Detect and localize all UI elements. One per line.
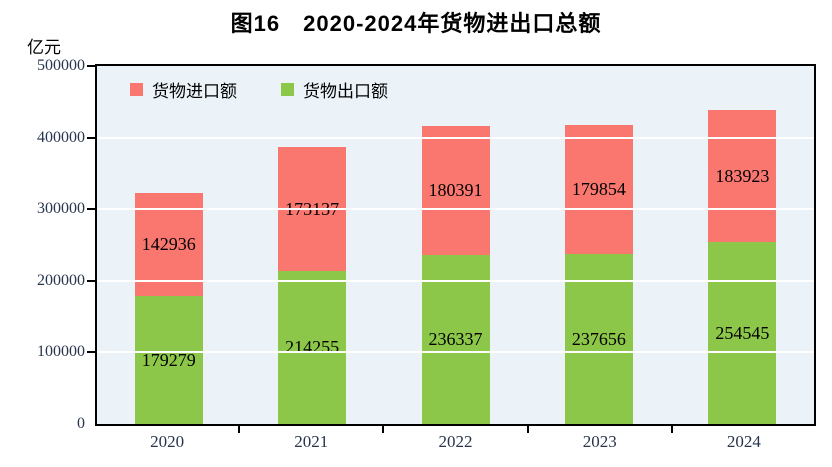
- y-axis-label: 100000: [37, 343, 85, 361]
- x-axis-label-2023: 2023: [582, 432, 617, 451]
- bar-value-label-import: 183923: [715, 165, 770, 186]
- bar-cell-2020: 142936 179279: [97, 66, 240, 424]
- y-axis-tick: [87, 208, 95, 211]
- bar-value-label-export: 179279: [141, 349, 196, 370]
- bar-segment-export-2023: 237656: [564, 253, 633, 424]
- y-axis-unit-label: 亿元: [27, 38, 61, 57]
- bar-segment-import-2024: 183923: [708, 110, 777, 242]
- x-axis-tick: [670, 426, 673, 433]
- bar-segment-export-2020: 179279: [134, 295, 203, 424]
- bar-segment-import-2022: 180391: [421, 125, 490, 255]
- y-axis-label: 500000: [37, 57, 85, 74]
- y-axis-tick: [87, 136, 95, 139]
- bar-segment-export-2022: 236337: [421, 254, 490, 424]
- bar-value-label-export: 237656: [571, 328, 626, 349]
- bar-segment-import-2020: 142936: [134, 193, 203, 296]
- bar-2020: 142936 179279: [134, 193, 203, 424]
- legend-swatch-export-icon: [281, 83, 294, 96]
- bar-value-label-import: 179854: [571, 179, 626, 200]
- bar-2024: 183923 254545: [708, 110, 777, 424]
- gridline: [97, 279, 814, 282]
- bar-value-label-export: 214255: [285, 337, 340, 358]
- bar-cell-2023: 179854 237656: [527, 66, 670, 424]
- bar-segment-export-2021: 214255: [278, 270, 347, 424]
- chart-title: 图16 2020-2024年货物进出口总额: [230, 11, 602, 36]
- plot-area: 142936 179279 173137 214255 180391 236337 1798…: [95, 64, 816, 426]
- bar-segment-export-2024: 254545: [708, 241, 777, 424]
- bar-2023: 179854 237656: [564, 125, 633, 424]
- bar-2021: 173137 214255: [278, 146, 347, 424]
- legend-swatch-import-icon: [130, 83, 143, 96]
- legend-label-export: 货物出口额: [303, 82, 388, 101]
- y-axis-label: 0: [77, 415, 85, 432]
- x-axis-label-2022: 2022: [438, 432, 473, 451]
- x-axis-tick: [382, 426, 385, 433]
- y-axis-tick: [87, 279, 95, 282]
- y-axis-label: 400000: [37, 128, 85, 146]
- x-axis-labels: 2020 2021 2022 2023 2024: [95, 432, 816, 452]
- legend: 货物进口额 货物出口额: [130, 77, 388, 102]
- bars-container: 142936 179279 173137 214255 180391 236337 1798…: [97, 66, 814, 424]
- x-axis-tick: [238, 426, 241, 433]
- legend-item-import: 货物进口额: [130, 77, 237, 102]
- x-axis-tick: [526, 426, 529, 433]
- bar-cell-2024: 183923 254545: [671, 66, 814, 424]
- gridline: [97, 351, 814, 354]
- legend-item-export: 货物出口额: [281, 77, 388, 102]
- bar-value-label-export: 254545: [715, 322, 770, 343]
- x-axis-label-2021: 2021: [294, 432, 329, 451]
- bar-cell-2022: 180391 236337: [384, 66, 527, 424]
- x-axis-label-2020: 2020: [150, 432, 185, 451]
- bar-value-label-import: 180391: [428, 180, 483, 201]
- bar-segment-import-2023: 179854: [564, 125, 633, 254]
- gridline: [97, 136, 814, 139]
- y-axis-tick: [87, 65, 95, 67]
- y-axis-label: 300000: [37, 200, 85, 218]
- bar-value-label-export: 236337: [428, 329, 483, 350]
- legend-label-import: 货物进口额: [152, 82, 237, 101]
- bar-cell-2021: 173137 214255: [240, 66, 383, 424]
- bar-value-label-import: 142936: [141, 234, 196, 255]
- y-axis-label: 200000: [37, 271, 85, 289]
- gridline: [97, 208, 814, 211]
- x-axis-label-2024: 2024: [726, 432, 761, 451]
- y-axis-tick: [87, 351, 95, 354]
- bar-2022: 180391 236337: [421, 125, 490, 424]
